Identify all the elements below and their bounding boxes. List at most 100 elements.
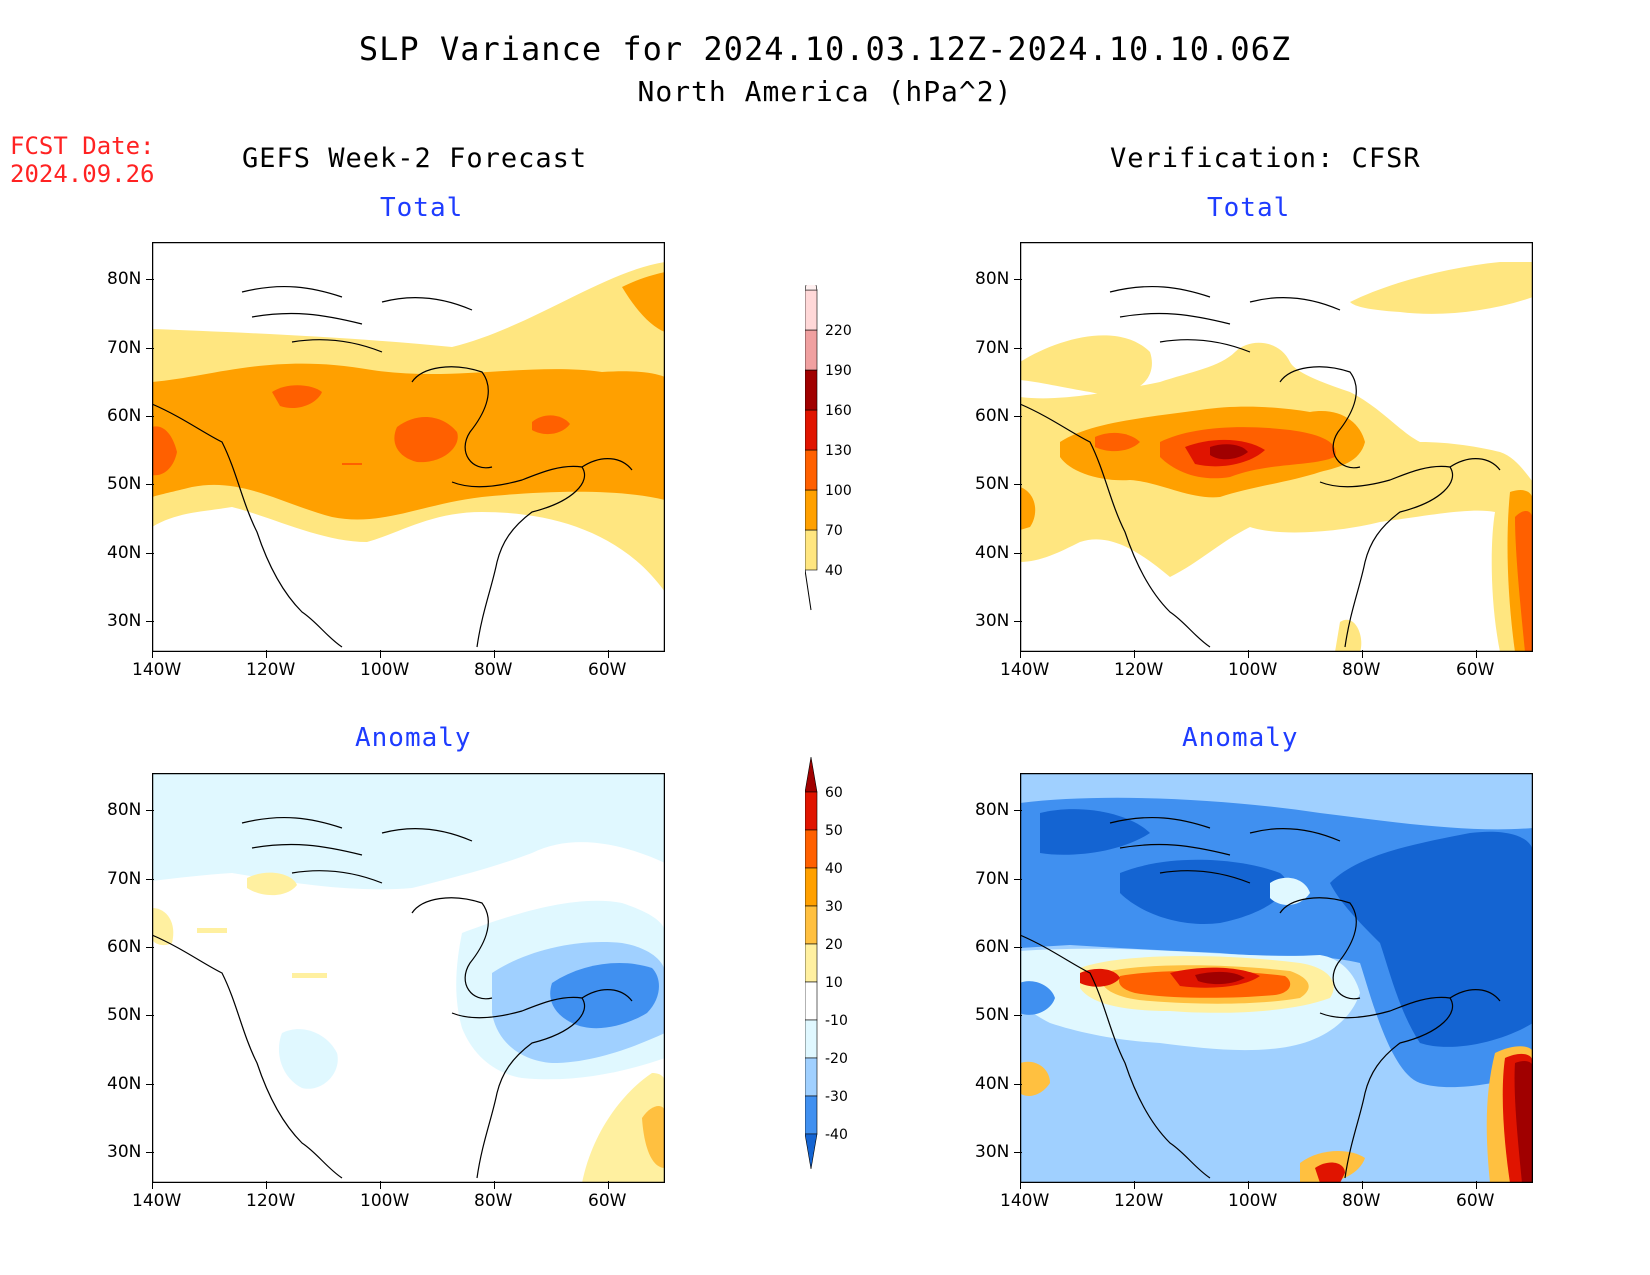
lon-tick-label: 140W — [1000, 660, 1050, 680]
colorbar-level-label: 30 — [825, 899, 843, 915]
chart-subtitle: North America (hPa^2) — [637, 75, 1013, 108]
lat-tick — [1014, 879, 1022, 880]
lat-tick — [1014, 348, 1022, 349]
colorbar-level-label: 50 — [825, 823, 843, 839]
gefs-anomaly-plot — [152, 773, 665, 1183]
lon-tick-label: 100W — [1228, 660, 1278, 680]
colorbar-segment — [804, 829, 818, 869]
lon-tick-label: 120W — [246, 1191, 296, 1211]
colorbar-segment — [804, 1095, 818, 1135]
lon-tick — [380, 650, 381, 658]
colorbar-segment — [804, 289, 818, 331]
lon-tick — [1362, 650, 1363, 658]
cfsr-total-map — [1020, 242, 1533, 652]
lon-tick — [152, 650, 153, 658]
lat-tick-label: 40N — [107, 543, 142, 563]
fcst-date-label: FCST Date: — [10, 132, 155, 160]
colorbar-level-label: 10 — [825, 975, 843, 991]
lat-tick — [1014, 416, 1022, 417]
lat-tick — [1014, 1084, 1022, 1085]
colorbar-level-label: 40 — [825, 563, 843, 579]
lon-tick-label: 140W — [132, 660, 182, 680]
lat-tick — [146, 279, 154, 280]
gefs-column-heading: GEFS Week-2 Forecast — [242, 143, 588, 174]
lat-tick — [146, 879, 154, 880]
lon-tick — [1248, 650, 1249, 658]
gefs-anomaly-title: Anomaly — [355, 723, 472, 753]
colorbar-lower-extent — [804, 1133, 818, 1170]
lat-tick-label: 70N — [107, 869, 142, 889]
colorbar-level-label: 130 — [825, 443, 852, 459]
lon-tick-label: 80W — [1342, 1191, 1381, 1211]
lon-tick — [1134, 650, 1135, 658]
lat-tick-label: 50N — [107, 474, 142, 494]
lat-tick-label: 80N — [975, 269, 1010, 289]
lon-tick — [494, 1181, 495, 1189]
colorbar-level-label: -40 — [825, 1127, 848, 1143]
gefs-total-plot — [152, 242, 665, 652]
colorbar-level-label: 100 — [825, 483, 852, 499]
lat-tick-label: 50N — [975, 474, 1010, 494]
lon-tick-label: 120W — [1114, 1191, 1164, 1211]
lat-tick-label: 60N — [975, 937, 1010, 957]
colorbar-level-label: 160 — [825, 403, 852, 419]
lat-tick — [146, 416, 154, 417]
colorbar-level-label: 190 — [825, 363, 852, 379]
total-colorbar-svg: 40 70 100 130 160 190 220 — [804, 259, 852, 611]
lat-tick-label: 50N — [975, 1005, 1010, 1025]
lat-tick — [1014, 621, 1022, 622]
lat-tick — [146, 553, 154, 554]
colorbar-segment — [804, 369, 818, 411]
lat-tick-label: 80N — [107, 800, 142, 820]
colorbar-level-label: -10 — [825, 1013, 848, 1029]
gefs-total-title: Total — [380, 193, 464, 223]
colorbar-segment — [804, 409, 818, 451]
lon-tick — [380, 1181, 381, 1189]
cfsr-anomaly-map — [1020, 773, 1533, 1183]
lat-tick-label: 60N — [975, 406, 1010, 426]
lon-tick — [1020, 650, 1021, 658]
colorbar-segment — [804, 943, 818, 983]
lat-tick — [146, 348, 154, 349]
lon-tick-label: 80W — [474, 1191, 513, 1211]
lat-tick-label: 30N — [975, 611, 1010, 631]
lat-tick-label: 40N — [975, 1074, 1010, 1094]
lon-tick — [266, 1181, 267, 1189]
colorbar-segment — [804, 1057, 818, 1097]
colorbar-level-label: 70 — [825, 523, 843, 539]
lat-tick — [146, 1015, 154, 1016]
lon-tick-label: 140W — [1000, 1191, 1050, 1211]
fcst-date-value: 2024.09.26 — [10, 160, 155, 188]
colorbar-level-label: 60 — [825, 785, 843, 801]
colorbar-level-label: 40 — [825, 861, 843, 877]
lat-tick-label: 60N — [107, 406, 142, 426]
lat-tick-label: 40N — [975, 543, 1010, 563]
lat-tick-label: 50N — [107, 1005, 142, 1025]
lat-tick — [1014, 810, 1022, 811]
lon-tick — [266, 650, 267, 658]
colorbar-segment — [804, 905, 818, 945]
colorbar-level-label: -20 — [825, 1051, 848, 1067]
lon-tick-label: 120W — [1114, 660, 1164, 680]
cfsr-anomaly-title: Anomaly — [1182, 723, 1299, 753]
lon-tick-label: 60W — [1456, 1191, 1495, 1211]
lon-tick-label: 140W — [132, 1191, 182, 1211]
cfsr-column-heading: Verification: CFSR — [1110, 143, 1421, 174]
lat-tick-label: 70N — [107, 338, 142, 358]
lat-tick-label: 80N — [975, 800, 1010, 820]
lon-tick-label: 120W — [246, 660, 296, 680]
lat-tick — [1014, 553, 1022, 554]
colorbar-segment — [804, 449, 818, 491]
lon-tick — [1476, 1181, 1477, 1189]
lat-tick — [146, 484, 154, 485]
lat-tick-label: 30N — [975, 1142, 1010, 1162]
lat-tick-label: 40N — [107, 1074, 142, 1094]
lon-tick — [608, 650, 609, 658]
lon-tick — [152, 1181, 153, 1189]
colorbar-segment — [804, 791, 818, 831]
total-colorbar: 40 70 100 130 160 190 220 — [804, 259, 895, 615]
lon-tick-label: 80W — [474, 660, 513, 680]
colorbar-segment — [804, 867, 818, 907]
cfsr-anomaly-plot — [1020, 773, 1533, 1183]
lon-tick-label: 60W — [588, 660, 627, 680]
